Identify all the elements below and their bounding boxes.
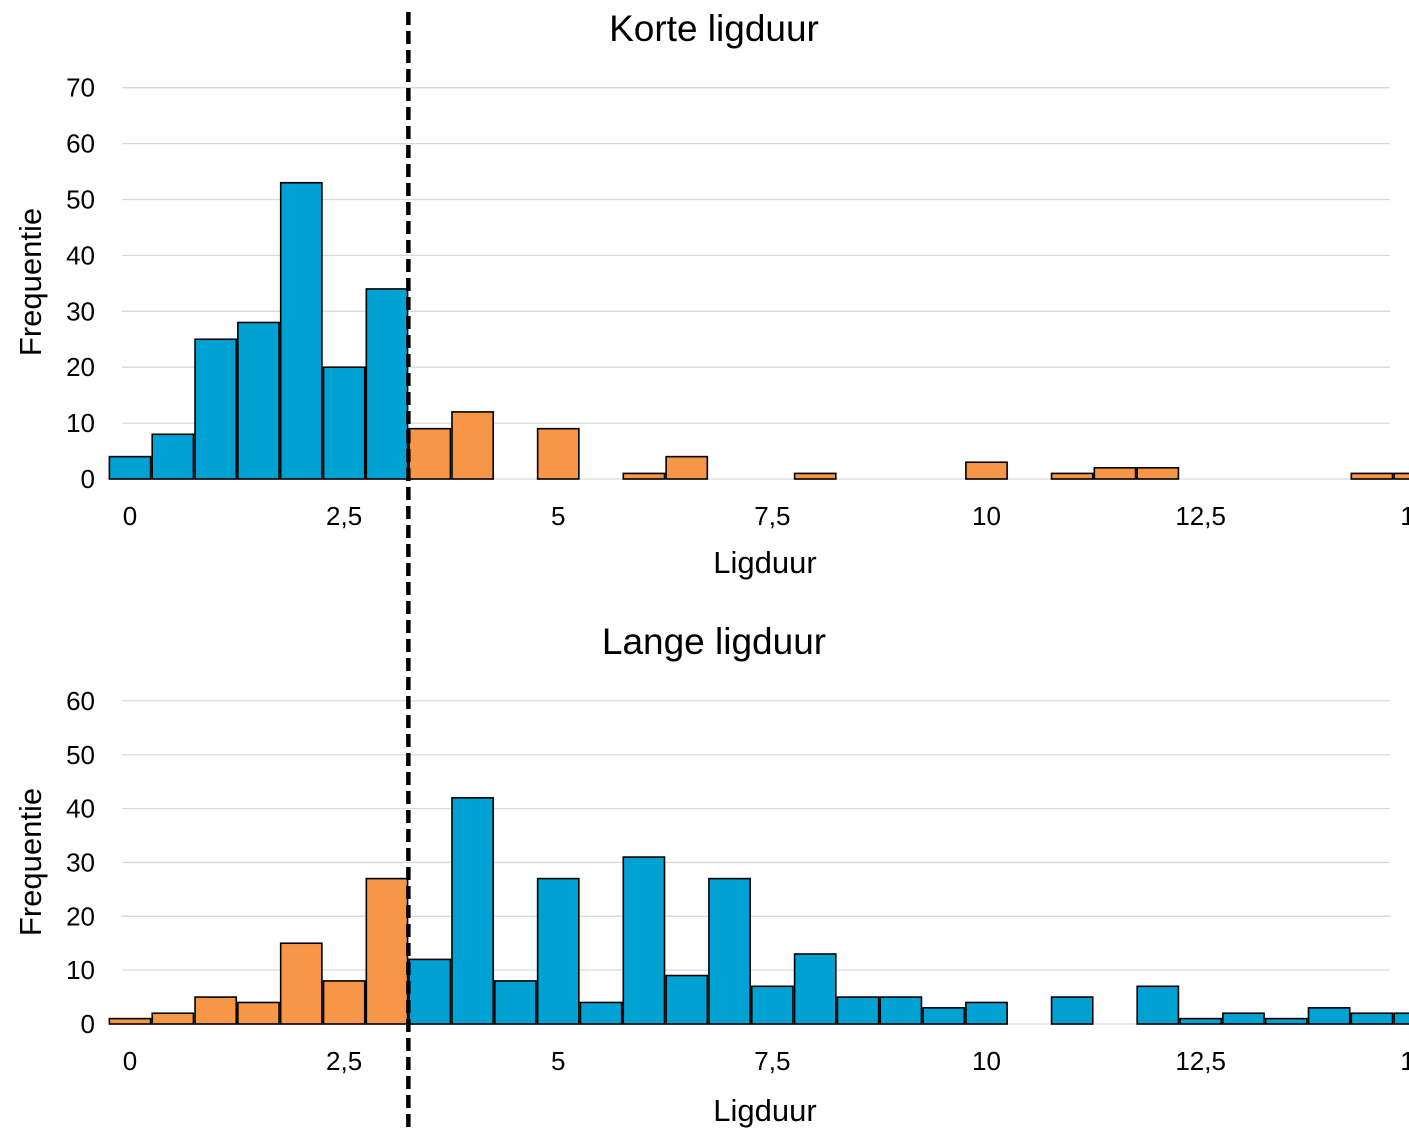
chart-title: Korte ligduur (609, 8, 819, 49)
x-tick-label: 12,5 (1175, 501, 1226, 531)
histogram-bar (151, 1012, 195, 1025)
histogram-bar (237, 1001, 280, 1025)
histogram-bar (1350, 1012, 1394, 1025)
histogram-bar (879, 996, 923, 1025)
histogram-bar (1222, 1012, 1265, 1025)
y-tick-label: 0 (81, 464, 95, 494)
y-tick-label: 50 (66, 185, 95, 215)
y-tick-label: 10 (66, 955, 95, 985)
x-tick-label: 0 (123, 1046, 137, 1076)
y-tick-label: 70 (66, 73, 95, 103)
histogram-bar (108, 455, 152, 480)
histogram-bar (408, 427, 452, 480)
histogram-bar (665, 455, 709, 480)
x-tick-label: 12,5 (1175, 1046, 1226, 1076)
histogram-bar (793, 472, 837, 480)
histogram-bar (365, 877, 409, 1025)
chart-lange-ligduur: Lange ligduur 0 10 20 30 40 50 60 0 2,5 5 7,5 10 12… (13, 621, 1409, 1128)
y-tick-label: 50 (66, 740, 95, 770)
histogram-bar (536, 427, 580, 480)
y-tick-label: 10 (66, 408, 95, 438)
histogram-bar (922, 1007, 966, 1025)
histogram-bar (836, 996, 880, 1025)
histogram-bar (1264, 1017, 1308, 1025)
x-tick-label: 7,5 (754, 501, 790, 531)
histogram-bar (322, 366, 366, 480)
y-tick-label: 20 (66, 352, 95, 382)
histogram-bar (579, 1001, 623, 1025)
histogram-bar (1393, 472, 1409, 480)
histogram-bar (279, 942, 323, 1025)
histogram-bar (750, 985, 794, 1025)
histogram-bar (279, 181, 323, 480)
histogram-bar (1050, 996, 1094, 1025)
bars (108, 797, 1409, 1025)
bars (108, 181, 1409, 480)
histogram-bar (451, 797, 495, 1025)
histogram-bar (1307, 1007, 1351, 1025)
y-tick-label: 40 (66, 794, 95, 824)
histogram-bar (322, 980, 366, 1025)
x-tick-label: 7,5 (754, 1046, 790, 1076)
x-tick-label: 15 (1400, 501, 1409, 531)
x-tick-label: 5 (551, 1046, 565, 1076)
y-tick-label: 40 (66, 240, 95, 270)
histogram-bar (365, 288, 409, 480)
chart-title: Lange ligduur (602, 621, 826, 662)
histogram-bar (536, 877, 580, 1025)
histogram-bar (965, 461, 1008, 480)
x-tick-label: 2,5 (326, 1046, 362, 1076)
histogram-bar (494, 980, 537, 1025)
histogram-bar (408, 958, 452, 1025)
histogram-bar (1093, 467, 1137, 480)
chart-korte-ligduur: Korte ligduur 0 10 20 30 40 50 60 70 0 2,5 5 7,5 10… (13, 8, 1409, 580)
y-tick-labels: 0 10 20 30 40 50 60 (66, 686, 95, 1039)
x-tick-label: 0 (123, 501, 137, 531)
histogram-bar (451, 411, 495, 480)
y-tick-label: 20 (66, 901, 95, 931)
y-tick-label: 60 (66, 129, 95, 159)
histogram-bar (237, 321, 280, 480)
x-tick-label: 15 (1400, 1046, 1409, 1076)
histogram-bar (708, 877, 751, 1025)
histogram-bar (793, 953, 837, 1025)
histogram-bar (622, 856, 666, 1025)
histogram-bar (1350, 472, 1394, 480)
x-tick-label: 2,5 (326, 501, 362, 531)
y-tick-label: 60 (66, 686, 95, 716)
histogram-bar (665, 974, 709, 1025)
histogram-bar (1179, 1017, 1223, 1025)
x-tick-label: 10 (972, 1046, 1001, 1076)
x-axis-label: Ligduur (713, 1093, 816, 1128)
histogram-bar (151, 433, 195, 480)
y-tick-label: 0 (81, 1009, 95, 1039)
histogram-bar (1136, 985, 1180, 1025)
histogram-bar (108, 1017, 152, 1025)
y-tick-labels: 0 10 20 30 40 50 60 70 (66, 73, 95, 494)
y-tick-label: 30 (66, 296, 95, 326)
histogram-bar (1050, 472, 1094, 480)
histogram-bar (1136, 467, 1180, 480)
x-axis-label: Ligduur (713, 545, 816, 580)
y-axis-label: Frequentie (13, 788, 48, 936)
x-tick-label: 5 (551, 501, 565, 531)
histogram-bar (1393, 1012, 1409, 1025)
x-tick-label: 10 (972, 501, 1001, 531)
histogram-bar (622, 472, 666, 480)
y-tick-label: 30 (66, 847, 95, 877)
histogram-bar (194, 338, 238, 480)
y-axis-label: Frequentie (13, 208, 48, 356)
histogram-bar (965, 1001, 1008, 1025)
histogram-bar (194, 996, 238, 1025)
